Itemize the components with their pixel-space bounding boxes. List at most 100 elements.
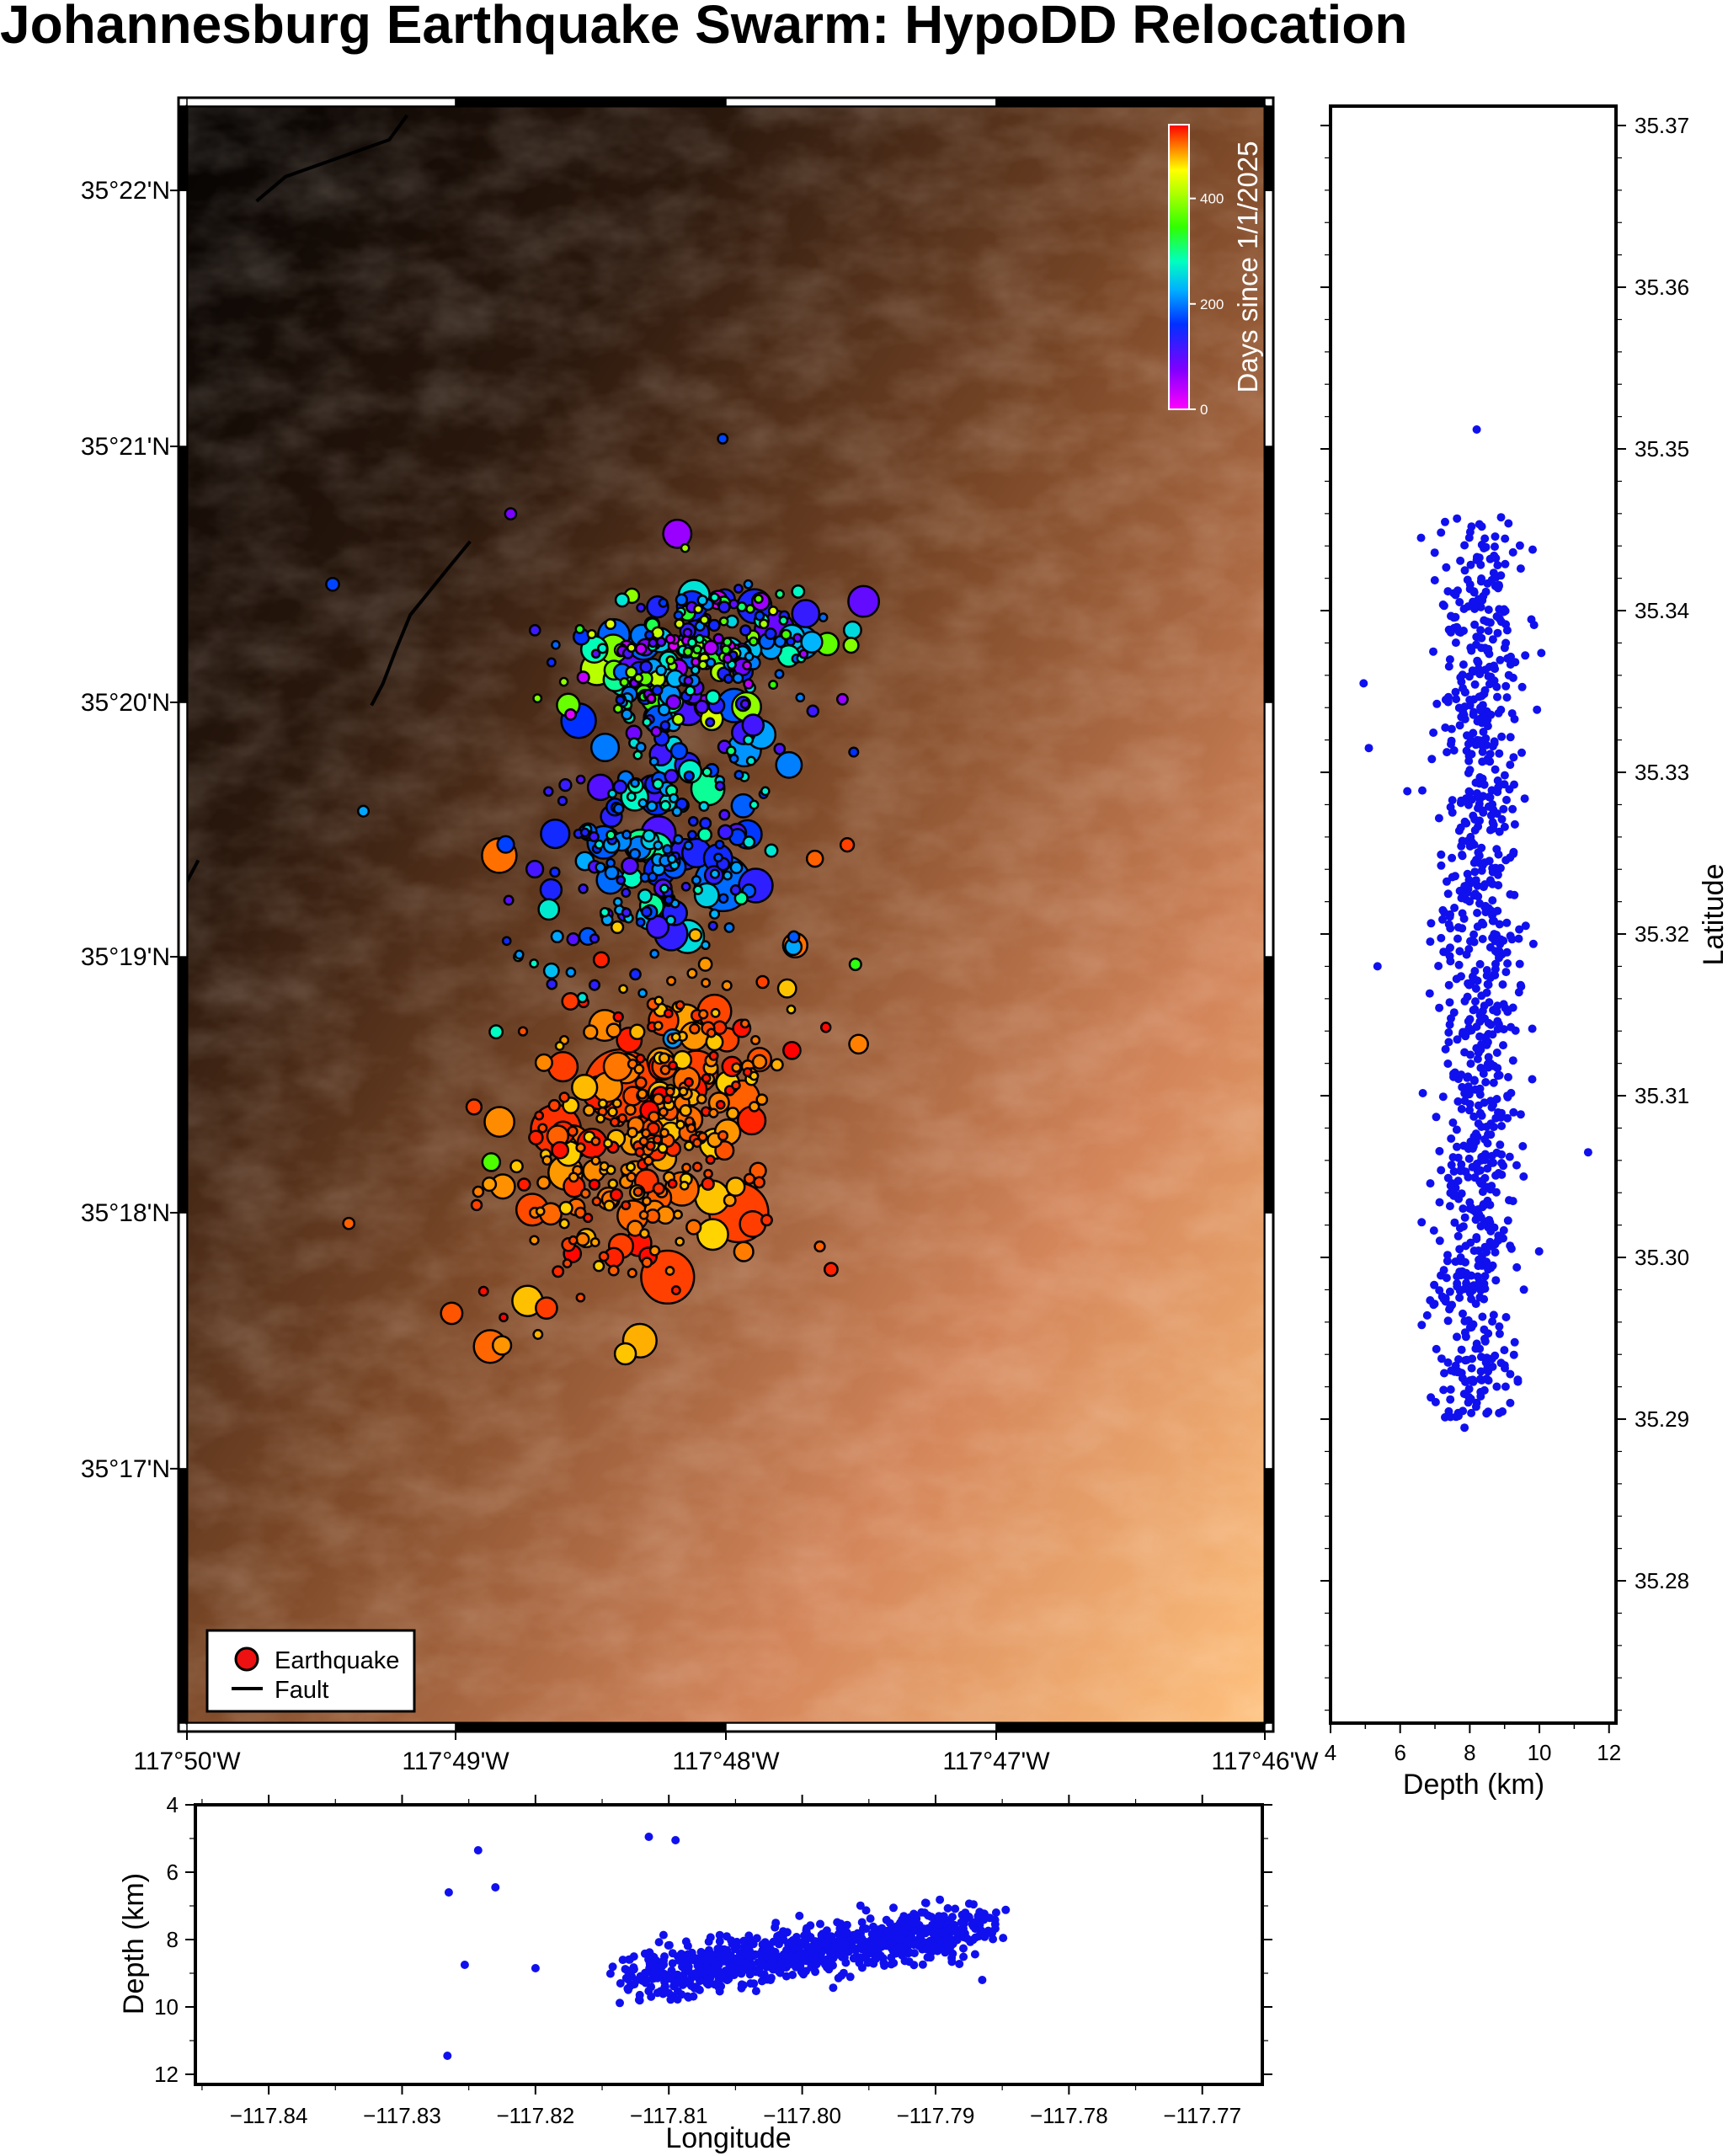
depth-latitude-point — [1465, 584, 1475, 594]
depth-latitude-point — [1455, 721, 1464, 730]
earthquake-marker — [847, 584, 881, 618]
earthquake-marker — [578, 883, 589, 894]
depth-latitude-point — [1508, 804, 1517, 814]
depth-latitude-point — [1449, 746, 1459, 755]
depth-latitude-point — [1445, 655, 1454, 664]
earthquake-markers — [325, 432, 881, 1366]
earthquake-marker — [627, 1267, 637, 1278]
depth-longitude-x-tick-label: −117.81 — [630, 2103, 708, 2128]
depth-latitude-point — [1448, 808, 1457, 817]
depth-latitude-point — [1475, 1255, 1484, 1264]
depth-longitude-point — [799, 1970, 808, 1979]
depth-longitude-point — [861, 1924, 871, 1934]
earthquake-marker — [667, 1178, 678, 1189]
earthquake-marker — [733, 891, 749, 906]
depth-longitude-point — [837, 1971, 846, 1980]
depth-latitude-point — [1509, 1107, 1518, 1117]
depth-longitude-point — [822, 1960, 830, 1969]
depth-latitude-point — [1528, 545, 1537, 554]
earthquake-marker — [648, 1110, 660, 1123]
earthquake-marker — [626, 792, 637, 802]
depth-latitude-point — [1492, 1148, 1501, 1157]
depth-latitude-point — [1489, 820, 1498, 830]
depth-longitude-point — [756, 1956, 765, 1966]
earthquake-marker — [641, 1257, 653, 1268]
earthquake-marker — [713, 852, 723, 863]
depth-latitude-point — [1469, 1076, 1479, 1086]
depth-latitude-point — [1501, 856, 1511, 865]
depth-longitude-point — [714, 1960, 723, 1969]
earthquake-marker — [604, 865, 620, 881]
earthquake-marker — [791, 599, 821, 628]
earthquake-marker — [549, 866, 561, 878]
depth-latitude-point — [1437, 1271, 1445, 1280]
depth-latitude-point — [1480, 665, 1490, 675]
depth-longitude-point — [751, 1987, 760, 1996]
depth-latitude-point — [1475, 1293, 1485, 1302]
depth-longitude-point — [726, 1951, 735, 1960]
earthquake-marker — [532, 1329, 544, 1340]
depth-latitude-point — [1443, 1316, 1453, 1326]
earthquake-marker — [501, 936, 512, 947]
earthquake-marker — [551, 1140, 569, 1160]
depth-latitude-point — [1471, 876, 1480, 885]
depth-latitude-point — [1468, 1375, 1477, 1385]
depth-latitude-point — [1472, 1398, 1481, 1407]
earthquake-marker — [637, 798, 648, 808]
depth-longitude-point — [919, 1924, 928, 1934]
depth-latitude-point — [1464, 602, 1473, 611]
depth-latitude-point — [1432, 1344, 1441, 1353]
depth-longitude-point — [624, 1967, 633, 1976]
depth-latitude-point — [1498, 980, 1507, 989]
earthquake-marker — [732, 672, 744, 685]
depth-longitude-point — [875, 1941, 884, 1951]
earthquake-marker — [529, 1235, 540, 1246]
depth-latitude-point — [1484, 1063, 1493, 1072]
depth-latitude-point — [1502, 918, 1512, 927]
earthquake-marker — [649, 948, 660, 959]
earthquake-marker — [739, 624, 752, 637]
depth-latitude-point — [1458, 924, 1467, 933]
earthquake-marker — [602, 1051, 633, 1082]
depth-latitude-point — [1484, 1029, 1493, 1038]
earthquake-marker — [823, 1262, 839, 1278]
earthquake-marker — [356, 804, 371, 818]
earthquake-marker — [558, 777, 573, 792]
earthquake-marker — [619, 677, 630, 687]
earthquake-marker — [644, 630, 654, 640]
depth-longitude-point — [829, 1941, 838, 1951]
depth-latitude-point — [1467, 522, 1476, 531]
earthquake-marker — [675, 1236, 685, 1247]
depth-latitude-point — [1501, 1313, 1511, 1321]
earthquake-marker — [325, 576, 340, 592]
depth-latitude-point — [1481, 1078, 1491, 1086]
depth-latitude-point — [1472, 552, 1481, 562]
depth-longitude-point — [659, 1930, 668, 1940]
depth-latitude-point — [1483, 979, 1492, 989]
earthquake-marker — [599, 1161, 610, 1171]
depth-longitude-point — [979, 1909, 988, 1919]
earthquake-marker — [739, 1018, 750, 1029]
depth-latitude-point — [1488, 867, 1497, 877]
depth-latitude-point — [1516, 1110, 1525, 1119]
earthquake-marker — [659, 799, 671, 812]
depth-latitude-x-tick-label: 12 — [1597, 1740, 1621, 1765]
depth-latitude-point — [1464, 1172, 1473, 1182]
earthquake-marker — [842, 620, 862, 640]
fault-line — [370, 540, 472, 707]
earthquake-marker — [517, 1026, 529, 1037]
depth-latitude-point — [1479, 591, 1488, 600]
earthquake-marker — [664, 1266, 675, 1276]
depth-longitude-point — [696, 1977, 705, 1986]
earthquake-marker — [699, 817, 712, 830]
depth-longitude-point — [667, 1972, 676, 1981]
earthquake-marker — [612, 779, 628, 795]
depth-longitude-point — [666, 1995, 675, 2004]
depth-latitude-point — [1440, 1369, 1448, 1378]
depth-latitude-point — [1470, 967, 1480, 975]
depth-longitude-point — [808, 1952, 818, 1961]
depth-longitude-point — [780, 1951, 789, 1960]
earthquake-marker — [470, 1198, 483, 1212]
depth-latitude-point — [1495, 1329, 1504, 1338]
depth-latitude-point — [1493, 1064, 1502, 1073]
